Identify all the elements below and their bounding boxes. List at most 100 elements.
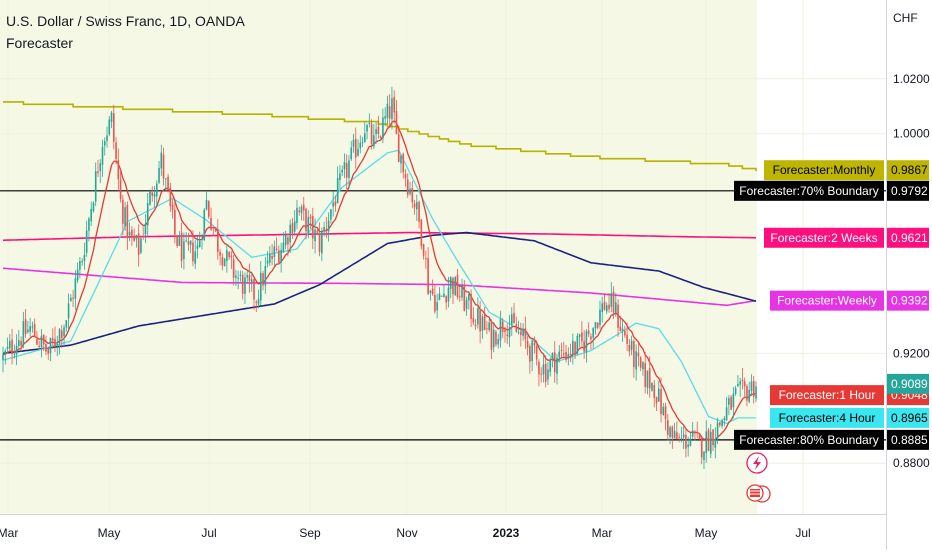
candle — [212, 226, 215, 237]
candle-body — [241, 274, 244, 294]
candle-body — [187, 241, 190, 245]
candle — [289, 219, 291, 254]
candle-body — [217, 229, 219, 252]
candle-body — [721, 420, 723, 427]
candle-body — [694, 432, 696, 434]
candle-body — [454, 277, 457, 296]
candle-body — [438, 293, 441, 300]
candle — [101, 139, 104, 177]
candle-body — [31, 326, 34, 328]
candle-body — [284, 235, 287, 246]
candle-body — [49, 337, 52, 354]
candle — [85, 220, 88, 257]
candle — [47, 346, 50, 361]
candle — [644, 351, 647, 394]
candle — [705, 420, 708, 463]
level-value: 0.9392 — [891, 294, 928, 308]
candle — [429, 290, 432, 301]
candle — [535, 340, 538, 366]
candle-body — [639, 357, 642, 368]
candle-body — [259, 272, 262, 301]
candle-body — [719, 422, 721, 426]
candle — [633, 339, 635, 378]
level-name: Forecaster:2 Weeks — [770, 231, 877, 245]
candle — [610, 282, 613, 313]
candle — [755, 381, 757, 403]
candle-body — [605, 305, 608, 312]
candle — [287, 233, 289, 257]
candle — [15, 334, 18, 366]
candle-body — [440, 295, 443, 297]
candle-body — [628, 345, 631, 352]
candle-body — [22, 321, 25, 346]
candle-body — [27, 329, 29, 333]
candle-body — [431, 288, 434, 295]
candle — [734, 385, 737, 396]
candle — [375, 122, 377, 144]
dividend-icon[interactable] — [746, 484, 771, 503]
candle — [671, 425, 674, 449]
candle-body — [558, 351, 561, 358]
candle — [673, 423, 676, 439]
candle — [178, 231, 181, 247]
candle — [67, 293, 70, 331]
candle — [474, 319, 477, 330]
candle — [402, 152, 405, 179]
candle-body — [578, 334, 581, 337]
candle — [185, 232, 187, 243]
price-axis-unit: CHF — [893, 11, 918, 25]
candle — [440, 295, 443, 297]
candle-body — [463, 285, 466, 311]
candle — [400, 154, 402, 174]
candle-body — [266, 260, 269, 264]
last-price-value: 0.9089 — [891, 377, 928, 391]
candle — [379, 135, 382, 140]
candle — [488, 318, 490, 333]
candle-body — [741, 379, 744, 381]
candle-body — [58, 329, 61, 343]
candle — [221, 253, 224, 271]
candle-body — [275, 248, 278, 250]
candle-body — [137, 233, 140, 255]
candle-body — [45, 344, 47, 352]
candle — [103, 137, 106, 156]
candle — [422, 243, 425, 260]
candle-body — [542, 364, 545, 375]
candle — [45, 335, 47, 356]
candle — [31, 321, 34, 333]
candle — [13, 344, 16, 359]
candle-body — [755, 386, 757, 399]
candle — [712, 429, 714, 452]
price-tick-label: 0.9200 — [893, 346, 930, 360]
level-value-box — [887, 180, 929, 201]
candle-body — [415, 202, 418, 210]
candle — [164, 177, 167, 192]
candle-body — [133, 235, 135, 241]
candle — [486, 321, 488, 335]
candle — [581, 321, 583, 347]
candle — [687, 436, 689, 457]
candle — [311, 207, 314, 250]
candle-body — [637, 352, 640, 357]
price-tick-label: 1.0000 — [893, 127, 930, 141]
candle-body — [18, 340, 20, 347]
candle-body — [393, 96, 396, 113]
candle-body — [293, 221, 296, 232]
candle — [619, 315, 622, 332]
candles — [2, 86, 757, 470]
candle-body — [682, 434, 685, 438]
candle — [418, 200, 420, 229]
lightning-icon[interactable] — [746, 452, 768, 474]
candle — [497, 334, 500, 349]
candle-body — [397, 134, 400, 162]
candle-body — [262, 273, 264, 286]
candle-body — [700, 437, 703, 458]
candle — [569, 343, 572, 363]
candle-body — [601, 303, 604, 312]
candle — [391, 86, 393, 130]
candle — [748, 381, 751, 404]
candle-body — [291, 223, 294, 234]
candle — [246, 270, 249, 283]
candle-body — [359, 142, 362, 149]
candle-body — [386, 103, 389, 118]
